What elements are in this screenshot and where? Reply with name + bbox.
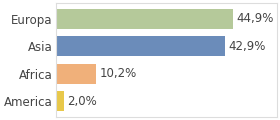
Text: 42,9%: 42,9% (228, 40, 265, 53)
Bar (56, 36, 225, 56)
Text: 10,2%: 10,2% (100, 67, 137, 80)
Text: 44,9%: 44,9% (236, 12, 273, 25)
Text: 2,0%: 2,0% (67, 95, 97, 108)
Bar (56, 64, 97, 84)
Bar (56, 91, 64, 111)
Bar (56, 9, 233, 29)
